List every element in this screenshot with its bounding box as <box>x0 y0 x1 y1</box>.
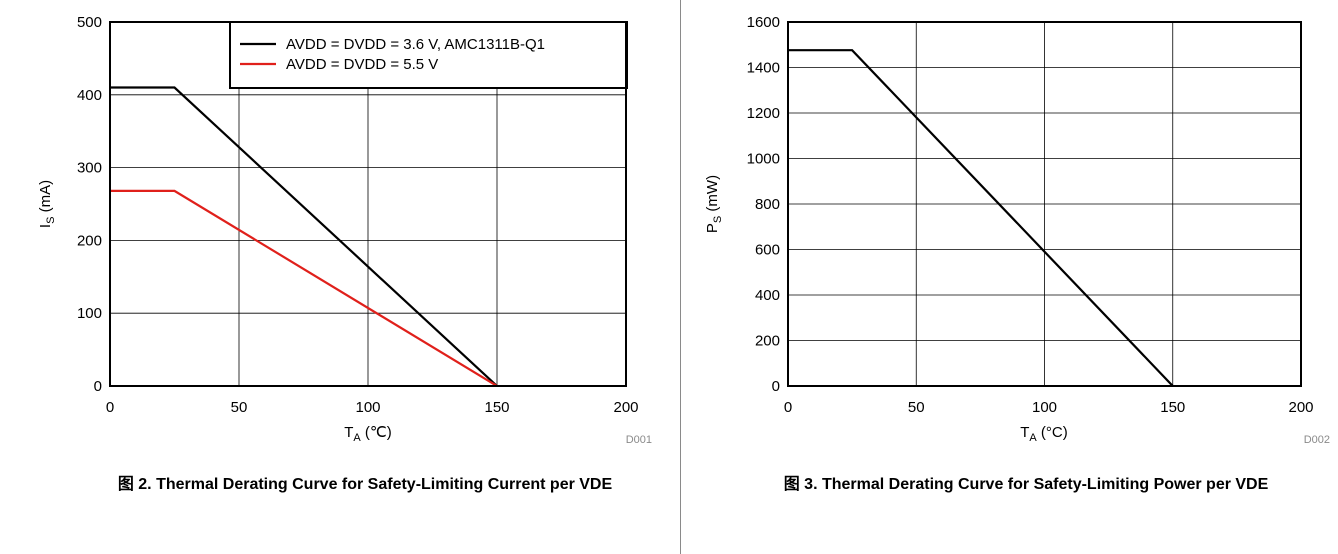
legend-label: AVDD = DVDD = 3.6 V, AMC1311B-Q1 <box>286 36 545 53</box>
figure-2-caption: 图 2. Thermal Derating Curve for Safety-L… <box>50 474 680 496</box>
figure-2-number: 图 2. <box>117 476 152 493</box>
y-axis-label-unit: (mA) <box>37 180 54 217</box>
y-axis-label-subscript: S <box>712 216 724 223</box>
x-axis-label: TA (℃) <box>344 424 392 444</box>
figure-code: D002 <box>1304 434 1330 446</box>
x-tick-label: 50 <box>231 399 248 416</box>
figure-3-number: 图 3. <box>783 476 818 493</box>
x-tick-label: 200 <box>613 399 638 416</box>
x-axis-label-main: T <box>1020 424 1029 441</box>
x-tick-label: 150 <box>1160 399 1185 416</box>
x-tick-label: 0 <box>784 399 792 416</box>
y-tick-label: 600 <box>755 242 780 259</box>
x-axis-label-unit: (℃) <box>361 424 392 441</box>
power-derating-chart: 0 200 400 600 800 1000 1200 1400 1600 0 50 100 150 20… <box>704 14 1330 446</box>
y-axis-label-main: I <box>37 224 54 228</box>
y-axis-label: IS (mA) <box>37 180 57 228</box>
y-tick-label: 0 <box>772 378 780 395</box>
y-tick-label: 1400 <box>747 60 780 77</box>
y-tick-label: 200 <box>755 333 780 350</box>
plot-frame <box>109 21 627 387</box>
x-axis-label-unit: (°C) <box>1037 424 1068 441</box>
y-axis-label: PS (mW) <box>704 175 724 233</box>
y-tick-label: 1200 <box>747 105 780 122</box>
y-tick-label: 500 <box>77 14 102 31</box>
x-tick-label: 0 <box>106 399 114 416</box>
plot-frame <box>787 21 1302 387</box>
y-tick-label: 400 <box>755 287 780 304</box>
figure-3-caption-text: Thermal Derating Curve for Safety-Limiti… <box>821 476 1269 493</box>
figure-3-caption: 图 3. Thermal Derating Curve for Safety-L… <box>751 474 1301 496</box>
y-axis-label-unit: (mW) <box>704 175 721 216</box>
y-tick-label: 0 <box>94 378 102 395</box>
y-tick-label: 1600 <box>747 14 780 31</box>
y-tick-label: 300 <box>77 160 102 177</box>
y-tick-label: 100 <box>77 305 102 322</box>
figure-2-panel: 0 100 200 300 400 500 0 50 100 150 200 AVDD = DVDD … <box>37 0 681 554</box>
y-tick-label: 800 <box>755 196 780 213</box>
figure-3-panel: 0 200 400 600 800 1000 1200 1400 1600 0 50 100 150 20… <box>681 0 1338 554</box>
x-axis-label: TA (°C) <box>1020 424 1068 444</box>
legend-box <box>229 21 628 89</box>
series-line <box>788 49 1174 387</box>
x-axis-label-subscript: A <box>1029 432 1037 444</box>
series-line <box>110 86 498 387</box>
figure-code: D001 <box>626 434 652 446</box>
y-tick-label: 200 <box>77 232 102 249</box>
x-tick-label: 200 <box>1288 399 1313 416</box>
y-tick-label: 1000 <box>747 151 780 168</box>
x-tick-label: 100 <box>355 399 380 416</box>
y-axis-label-main: P <box>704 223 721 233</box>
y-axis-label-subscript: S <box>45 217 57 224</box>
x-axis-label-main: T <box>344 424 353 441</box>
legend-label: AVDD = DVDD = 5.5 V <box>286 56 438 73</box>
x-tick-label: 50 <box>908 399 925 416</box>
series-line <box>110 189 498 387</box>
current-derating-chart: 0 100 200 300 400 500 0 50 100 150 200 AVDD = DVDD … <box>37 14 652 446</box>
x-tick-label: 100 <box>1032 399 1057 416</box>
x-axis-label-subscript: A <box>353 432 361 444</box>
x-tick-label: 150 <box>484 399 509 416</box>
figure-2-caption-text: Thermal Derating Curve for Safety-Limiti… <box>156 476 613 493</box>
y-tick-label: 400 <box>77 87 102 104</box>
